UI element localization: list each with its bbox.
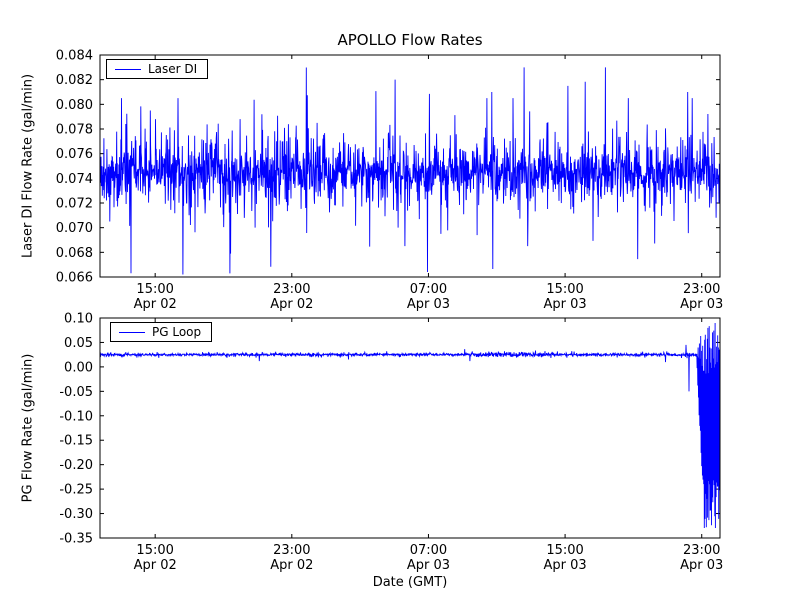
- x-tick-date-label: Apr 02: [270, 558, 313, 573]
- x-tick-date-label: Apr 03: [680, 297, 723, 312]
- x-tick-date-label: Apr 02: [134, 558, 177, 573]
- y-tick-label: -0.20: [59, 458, 93, 473]
- pg-loop-series-line: [99, 322, 721, 528]
- pg-loop-frame: [99, 317, 721, 539]
- legend-label: PG Loop: [152, 325, 202, 339]
- y-tick-label: 0.082: [56, 73, 93, 88]
- x-tick-date-label: Apr 03: [543, 558, 586, 573]
- legend-line-sample-icon: [115, 68, 141, 70]
- y-tick-label: 0.070: [56, 221, 93, 236]
- pg-loop-axes: -0.35 -0.30 -0.25 -0.20 -0.15 -0.10 -0.05 0.00 0…: [59, 312, 723, 574]
- x-tick-time-label: 15:00: [546, 543, 583, 558]
- x-tick-date-label: Apr 03: [407, 297, 450, 312]
- y-tick-label: -0.05: [59, 385, 93, 400]
- y-tick-label: -0.30: [59, 507, 93, 522]
- x-tick-time-label: 15:00: [136, 282, 173, 297]
- legend-line-sample-icon: [119, 331, 145, 333]
- y-tick-label: 0.00: [64, 360, 93, 375]
- y-tick-label: 0.074: [56, 172, 93, 187]
- x-tick-date-label: Apr 03: [407, 558, 450, 573]
- chart-title: APOLLO Flow Rates: [337, 31, 483, 49]
- x-tick-time-label: 07:00: [410, 543, 447, 558]
- y-tick-label: 0.080: [56, 98, 93, 113]
- y-tick-label: 0.10: [64, 312, 93, 327]
- y-tick-label: 0.072: [56, 197, 93, 212]
- x-tick-date-label: Apr 03: [543, 297, 586, 312]
- laser-di-frame: [99, 54, 721, 278]
- x-tick-time-label: 15:00: [546, 282, 583, 297]
- x-tick-date-label: Apr 02: [134, 297, 177, 312]
- y-axis-label-laser-di: Laser DI Flow Rate (gal/min): [20, 73, 36, 259]
- laser-di-series-line: [99, 67, 721, 275]
- y-tick-label: -0.35: [59, 532, 93, 547]
- x-tick-time-label: 23:00: [683, 543, 720, 558]
- x-tick-time-label: 15:00: [136, 543, 173, 558]
- y-tick-label: 0.078: [56, 123, 93, 138]
- x-tick-time-label: 23:00: [683, 282, 720, 297]
- y-tick-label: -0.15: [59, 434, 93, 449]
- y-tick-label: -0.10: [59, 409, 93, 424]
- y-axis-label-pg: PG Flow Rate (gal/min): [20, 353, 36, 503]
- legend-label: Laser DI: [148, 62, 198, 76]
- x-tick-date-label: Apr 02: [270, 297, 313, 312]
- x-tick-time-label: 23:00: [273, 543, 310, 558]
- laser-di-axes: 0.066 0.068 0.070 0.072 0.074 0.076 0.078 0.080…: [56, 49, 724, 313]
- y-tick-label: 0.076: [56, 147, 93, 162]
- x-tick-time-label: 23:00: [273, 282, 310, 297]
- x-tick-date-label: Apr 03: [680, 558, 723, 573]
- x-tick-time-label: 07:00: [410, 282, 447, 297]
- legend-pg-loop: PG Loop: [110, 322, 213, 342]
- x-axis-label: Date (GMT): [372, 575, 448, 590]
- y-tick-label: 0.05: [64, 336, 93, 351]
- y-tick-label: 0.066: [56, 271, 93, 286]
- legend-laser-di: Laser DI: [106, 59, 209, 79]
- y-tick-label: -0.25: [59, 483, 93, 498]
- y-tick-label: 0.068: [56, 246, 93, 261]
- y-tick-label: 0.084: [56, 49, 93, 64]
